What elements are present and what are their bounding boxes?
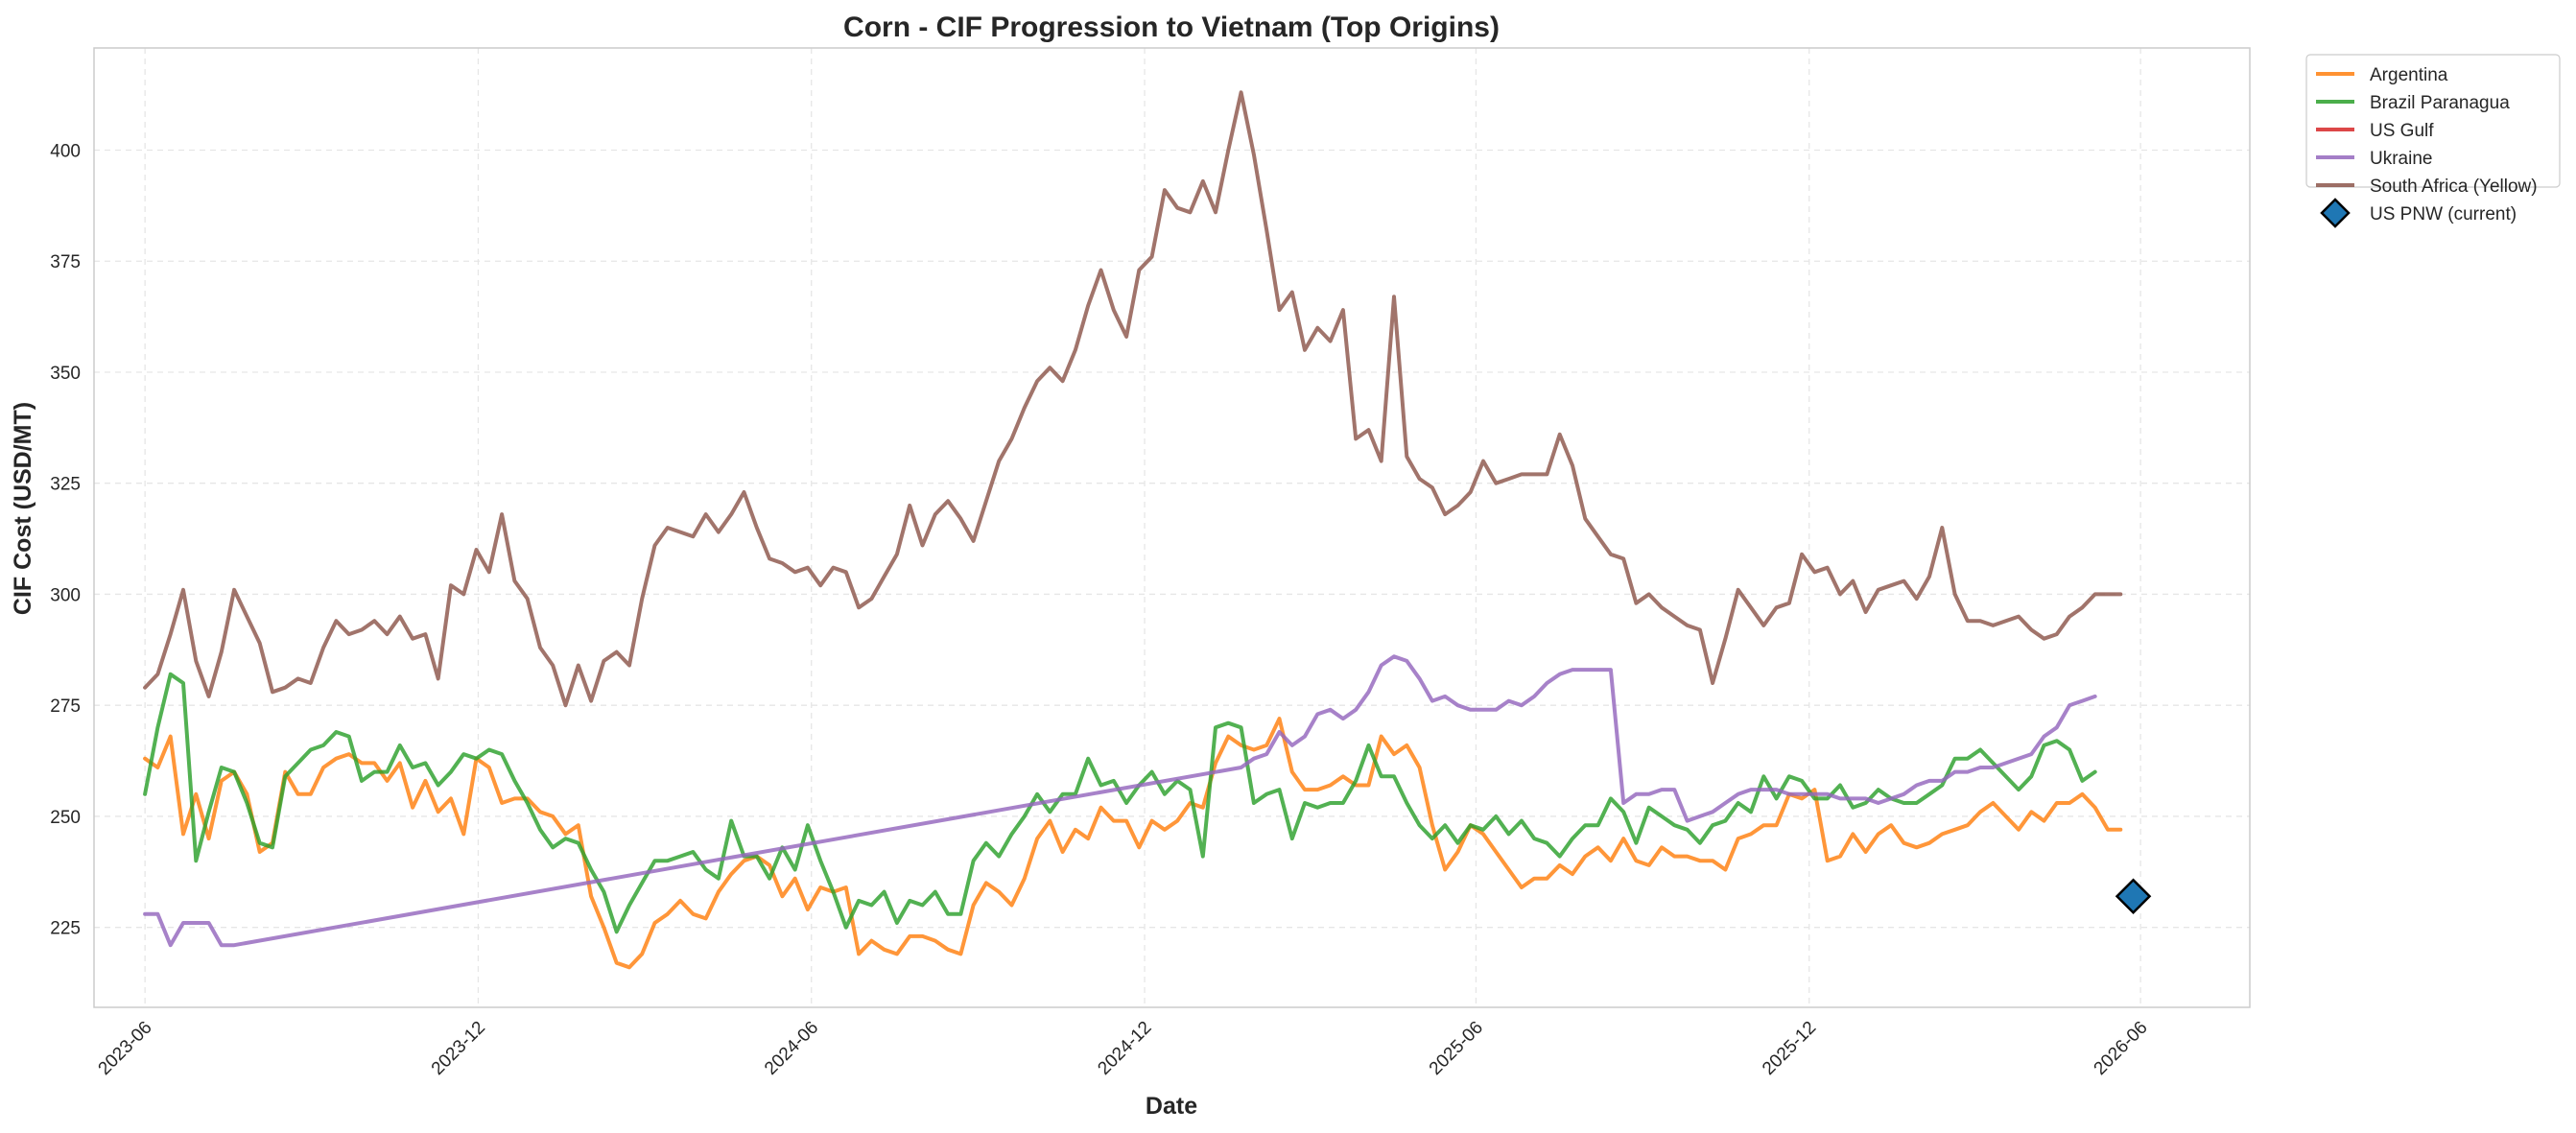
y-tick-label: 300 [50,585,81,605]
legend-label-south-africa-yellow: South Africa (Yellow) [2370,177,2538,197]
legend-label-argentina: Argentina [2370,65,2448,85]
legend-label-us-pnw-current: US PNW (current) [2370,204,2517,224]
y-tick-label: 250 [50,808,81,828]
y-tick-label: 325 [50,475,81,495]
y-tick-label: 350 [50,364,81,384]
series-layer [143,90,2123,970]
series-line-brazil-paranagua [143,672,2097,934]
y-tick-label: 225 [50,919,81,939]
legend-label-brazil-paranagua: Brazil Paranagua [2370,93,2510,113]
y-axis-title: CIF Cost (USD/MT) [10,402,36,615]
legend-label-ukraine: Ukraine [2370,149,2432,169]
legend-frame [2305,54,2561,188]
y-tick-labels: 225 250 275 300 325 350 375 400 [50,141,81,938]
marker-layer [2115,878,2152,915]
chart-title: Corn - CIF Progression to Vietnam (Top O… [843,12,1500,43]
series-line-ukraine [143,654,2097,948]
us-pnw-marker [2115,878,2152,915]
legend-swatch-us-pnw-current [2320,198,2351,228]
legend-items: Argentina Brazil Paranagua US Gulf Ukraine S… [2316,65,2538,228]
y-tick-label: 375 [50,252,81,272]
legend-label-us-gulf: US Gulf [2370,121,2434,141]
series-line-south-africa-yellow [143,90,2123,708]
y-tick-label: 275 [50,696,81,717]
legend: Argentina Brazil Paranagua US Gulf Ukraine S… [2305,54,2561,228]
x-axis-title: Date [1146,1093,1197,1120]
plot-area-frame [93,47,2251,1008]
grid-lines [94,48,2250,1007]
y-tick-label: 400 [50,141,81,161]
